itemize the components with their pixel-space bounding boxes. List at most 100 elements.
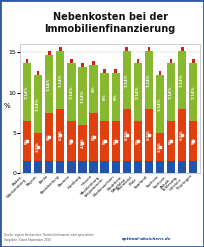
Bar xyxy=(81,63,84,67)
Bar xyxy=(156,161,164,173)
Text: 6%: 6% xyxy=(92,133,95,140)
Bar xyxy=(37,71,39,75)
Bar xyxy=(189,161,197,173)
Bar xyxy=(34,161,42,173)
Text: 6.5%: 6.5% xyxy=(58,129,62,140)
Text: 7.14%: 7.14% xyxy=(58,73,62,87)
Bar xyxy=(45,55,53,113)
Bar xyxy=(67,121,75,161)
Bar xyxy=(167,161,175,173)
Text: 4.5%: 4.5% xyxy=(80,138,84,148)
Text: 7.14%: 7.14% xyxy=(136,85,140,99)
Bar xyxy=(59,47,62,51)
Y-axis label: %: % xyxy=(4,103,10,109)
Bar xyxy=(23,63,31,121)
Text: 6.5%: 6.5% xyxy=(147,129,151,140)
Bar xyxy=(145,109,153,161)
Bar xyxy=(145,161,153,173)
Bar xyxy=(192,59,195,63)
Text: 7.14%: 7.14% xyxy=(191,85,195,99)
Bar xyxy=(56,109,64,161)
Bar xyxy=(112,73,120,121)
Bar xyxy=(123,51,131,109)
Bar xyxy=(100,73,109,121)
Text: 7.14%: 7.14% xyxy=(125,73,129,87)
Bar xyxy=(112,161,120,173)
Bar xyxy=(56,161,64,173)
Bar xyxy=(56,51,64,109)
Text: 6%: 6% xyxy=(103,93,107,100)
Text: 5%: 5% xyxy=(136,138,140,144)
Text: Nebenkosten bei der
Immobilienfinanzierung: Nebenkosten bei der Immobilienfinanzieru… xyxy=(44,12,176,34)
Text: aptimal-absichern.de: aptimal-absichern.de xyxy=(122,237,172,241)
Bar xyxy=(78,125,87,161)
Bar xyxy=(167,63,175,121)
Bar xyxy=(148,47,150,51)
Text: 5%: 5% xyxy=(169,138,173,144)
Bar xyxy=(114,68,117,73)
Bar xyxy=(112,121,120,161)
Bar xyxy=(181,47,184,51)
Bar xyxy=(170,59,172,63)
Bar xyxy=(92,61,95,64)
Bar xyxy=(167,121,175,161)
Bar xyxy=(134,63,142,121)
Text: 5%: 5% xyxy=(25,138,29,144)
Bar xyxy=(145,51,153,109)
Text: 7.14%: 7.14% xyxy=(69,85,73,99)
Bar xyxy=(89,64,98,113)
Text: 6%: 6% xyxy=(47,133,51,140)
Bar xyxy=(125,47,128,51)
Text: 7.14%: 7.14% xyxy=(180,73,184,87)
Bar xyxy=(178,161,186,173)
Text: 7.14%: 7.14% xyxy=(147,73,151,87)
Text: 3.5%: 3.5% xyxy=(158,142,162,152)
Text: 6%: 6% xyxy=(92,85,95,92)
Bar xyxy=(189,121,197,161)
Bar xyxy=(123,161,131,173)
Bar xyxy=(23,161,31,173)
Bar xyxy=(45,113,53,161)
Bar xyxy=(45,161,53,173)
Text: Quelle: eigene Recherchen: Durchschnittswerte oder gesetzliche
Vorgaben. Stand S: Quelle: eigene Recherchen: Durchschnitts… xyxy=(4,233,94,242)
Bar xyxy=(34,133,42,161)
Text: 7.14%: 7.14% xyxy=(36,97,40,111)
Text: 5%: 5% xyxy=(103,138,107,144)
Text: 3.5%: 3.5% xyxy=(36,142,40,152)
Bar xyxy=(26,59,28,63)
Bar xyxy=(178,51,186,109)
Text: 7.14%: 7.14% xyxy=(47,77,51,91)
Bar xyxy=(100,161,109,173)
Bar xyxy=(134,121,142,161)
Bar xyxy=(67,63,75,121)
Text: 6.5%: 6.5% xyxy=(125,129,129,140)
Bar xyxy=(134,161,142,173)
Bar xyxy=(189,63,197,121)
Bar xyxy=(123,109,131,161)
Bar xyxy=(136,59,139,63)
Bar xyxy=(156,133,164,161)
Text: 5%: 5% xyxy=(69,138,73,144)
Bar xyxy=(178,109,186,161)
Text: 7.14%: 7.14% xyxy=(169,85,173,99)
Bar xyxy=(70,59,73,63)
Text: 7.14%: 7.14% xyxy=(25,85,29,99)
Bar xyxy=(89,113,98,161)
Text: 6.5%: 6.5% xyxy=(180,129,184,140)
Bar xyxy=(34,75,42,133)
Text: 5%: 5% xyxy=(191,138,195,144)
Bar xyxy=(100,121,109,161)
Text: 5%: 5% xyxy=(114,138,118,144)
Bar xyxy=(78,161,87,173)
Bar xyxy=(48,51,51,55)
Bar xyxy=(23,121,31,161)
Bar xyxy=(103,68,106,73)
Bar xyxy=(67,161,75,173)
Text: 7.14%: 7.14% xyxy=(158,97,162,111)
Text: 6%: 6% xyxy=(114,93,118,100)
Text: 7.14%: 7.14% xyxy=(80,89,84,103)
Bar xyxy=(89,161,98,173)
Bar xyxy=(156,75,164,133)
Bar xyxy=(78,67,87,125)
Bar xyxy=(159,71,161,75)
